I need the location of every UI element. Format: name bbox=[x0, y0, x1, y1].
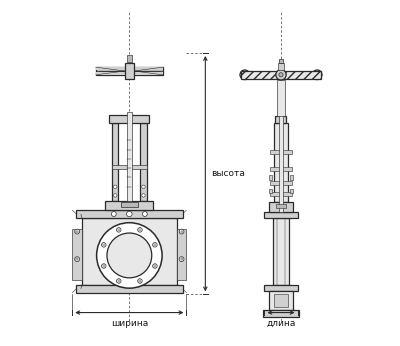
Circle shape bbox=[126, 211, 132, 217]
Bar bbox=[76, 210, 183, 218]
Circle shape bbox=[107, 233, 152, 278]
Circle shape bbox=[114, 185, 117, 189]
Circle shape bbox=[142, 212, 147, 216]
Bar bbox=[273, 218, 289, 285]
Circle shape bbox=[153, 264, 157, 268]
Bar bbox=[96, 67, 163, 70]
Circle shape bbox=[138, 279, 142, 283]
Bar bbox=[121, 202, 138, 207]
Circle shape bbox=[102, 243, 106, 247]
Bar bbox=[112, 123, 118, 201]
Bar bbox=[270, 291, 292, 310]
Bar bbox=[269, 189, 272, 193]
Circle shape bbox=[179, 257, 184, 262]
Circle shape bbox=[114, 194, 117, 197]
Circle shape bbox=[279, 73, 283, 77]
Bar bbox=[126, 55, 132, 62]
Circle shape bbox=[240, 70, 250, 80]
Bar bbox=[276, 204, 286, 208]
Bar bbox=[270, 192, 292, 196]
Circle shape bbox=[312, 70, 322, 80]
Circle shape bbox=[112, 212, 116, 216]
Bar bbox=[268, 202, 293, 212]
Bar bbox=[270, 150, 292, 154]
Bar bbox=[274, 123, 288, 202]
Bar bbox=[276, 116, 286, 123]
Bar bbox=[277, 80, 285, 116]
Bar bbox=[284, 71, 321, 79]
Text: ширина: ширина bbox=[111, 319, 148, 328]
Bar bbox=[290, 189, 293, 193]
Bar bbox=[264, 212, 298, 218]
Circle shape bbox=[276, 70, 286, 80]
Bar bbox=[177, 229, 186, 280]
Bar bbox=[274, 294, 288, 307]
Bar bbox=[263, 310, 299, 317]
Bar bbox=[105, 201, 154, 210]
Circle shape bbox=[153, 243, 157, 247]
Bar bbox=[112, 165, 146, 169]
Circle shape bbox=[102, 264, 106, 268]
Circle shape bbox=[116, 228, 121, 232]
Bar bbox=[264, 285, 298, 291]
Bar bbox=[269, 175, 272, 180]
Bar bbox=[270, 167, 292, 171]
Circle shape bbox=[142, 194, 145, 197]
Bar bbox=[270, 181, 292, 185]
Bar bbox=[127, 112, 132, 201]
Bar bbox=[72, 229, 82, 280]
Circle shape bbox=[138, 228, 142, 232]
Bar bbox=[241, 71, 278, 79]
Bar bbox=[290, 175, 293, 180]
Bar bbox=[96, 67, 163, 75]
Text: длина: длина bbox=[266, 319, 296, 328]
Circle shape bbox=[75, 229, 80, 234]
Circle shape bbox=[75, 257, 80, 262]
Circle shape bbox=[179, 229, 184, 234]
Bar bbox=[140, 123, 146, 201]
Bar bbox=[279, 116, 283, 212]
Bar bbox=[278, 63, 284, 70]
Circle shape bbox=[116, 279, 121, 283]
Bar bbox=[124, 63, 134, 79]
Circle shape bbox=[97, 223, 162, 288]
Bar bbox=[109, 116, 149, 123]
Bar bbox=[279, 58, 283, 63]
Bar bbox=[76, 285, 183, 293]
Circle shape bbox=[142, 185, 145, 189]
Bar bbox=[82, 218, 177, 285]
Bar bbox=[96, 72, 163, 75]
Text: высота: высота bbox=[211, 169, 245, 178]
